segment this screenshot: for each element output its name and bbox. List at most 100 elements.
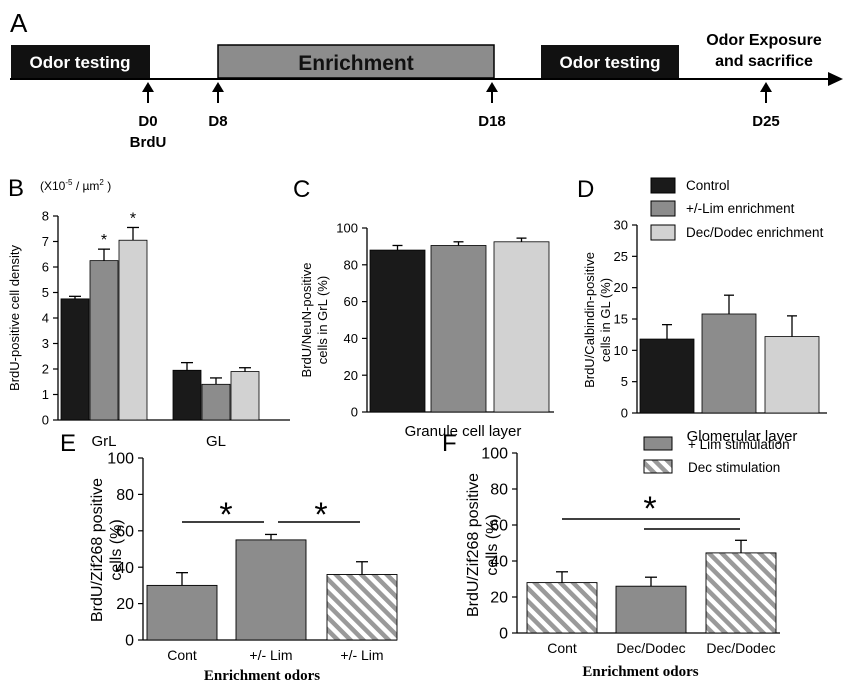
legend-swatch-lim-stim — [643, 436, 673, 451]
y-tick-label: 40 — [344, 331, 358, 346]
legend-swatch-lim — [650, 200, 676, 217]
significance-star: * — [101, 232, 107, 249]
chart-b-unit-exp: -5 — [65, 178, 73, 187]
y-tick-label: 4 — [42, 311, 49, 326]
y-tick-label: 25 — [614, 249, 628, 264]
chart-e-x-label: Enrichment odors — [204, 668, 320, 684]
legend-label: + Lim stimulation — [688, 437, 790, 452]
y-tick-label: 40 — [490, 554, 508, 571]
chart-e-y-label-line1: BrdU/Zif268 positive — [89, 478, 106, 622]
legend-label: Dec stimulation — [688, 460, 780, 475]
timeline-marker-day: D0 — [138, 113, 157, 130]
significance-star: * — [219, 496, 232, 534]
y-tick-label: 60 — [344, 294, 358, 309]
y-tick-label: 7 — [42, 234, 49, 249]
bar — [615, 585, 687, 634]
chart-d-y-label-line1: BrdU/Calbindin-positive — [582, 252, 597, 388]
y-tick-label: 0 — [125, 633, 134, 650]
panel-label-d: D — [577, 176, 594, 203]
y-tick-label: 1 — [42, 387, 49, 402]
y-tick-label: 8 — [42, 209, 49, 224]
bar — [201, 383, 231, 421]
chart-f-y-label-line1: BrdU/Zif268 positive — [465, 473, 482, 617]
timeline-final-label-line2: and sacrifice — [715, 53, 813, 70]
x-category-label: GL — [206, 433, 226, 450]
bar — [89, 260, 119, 421]
y-tick-label: 3 — [42, 336, 49, 351]
y-tick-label: 80 — [116, 487, 134, 504]
y-tick-label: 100 — [481, 446, 508, 463]
legend-swatch-dec-stim — [643, 459, 673, 474]
timeline-marker-day: D25 — [752, 113, 780, 130]
timeline-marker-extra: BrdU — [130, 134, 167, 151]
bar — [639, 338, 695, 414]
significance-star: * — [314, 496, 327, 534]
bar — [701, 313, 757, 414]
bar — [235, 539, 307, 641]
bar — [118, 239, 148, 421]
y-tick-label: 10 — [614, 343, 628, 358]
bar — [60, 298, 90, 421]
significance-star: * — [643, 490, 656, 528]
chart-b-unit-label: (X10-5 / µm2 ) — [40, 178, 111, 193]
panel-label-c: C — [293, 176, 310, 203]
timeline-marker-d18: D18 — [478, 82, 506, 130]
chart-c-y-label-line2: cells in GrL (%) — [315, 276, 330, 364]
y-tick-label: 0 — [499, 626, 508, 643]
timeline-marker-d25: D25 — [752, 82, 780, 130]
chart-b-unit-mid: / µm — [72, 179, 99, 193]
x-category-label: Dec/Dodec — [616, 640, 685, 656]
y-tick-label: 15 — [614, 312, 628, 327]
legend-label: Dec/Dodec enrichment — [686, 225, 824, 240]
y-tick-label: 5 — [42, 285, 49, 300]
bar — [326, 574, 398, 641]
bar — [493, 241, 550, 413]
legend-f: + Lim stimulation Dec stimulation — [643, 436, 790, 475]
bar — [172, 369, 202, 421]
panel-label-f: F — [442, 430, 457, 457]
timeline-block-odor-testing-1: Odor testing — [11, 45, 150, 78]
chart-d-y-label-line2: cells in GL (%) — [598, 278, 613, 362]
y-tick-label: 20 — [490, 590, 508, 607]
timeline-marker-day: D8 — [208, 113, 227, 130]
bar — [705, 552, 777, 634]
x-category-label: Cont — [547, 640, 577, 656]
x-category-label: +/- Lim — [340, 647, 383, 663]
chart-c-x-label: Granule cell layer — [405, 423, 522, 440]
panel-label-a: A — [10, 8, 28, 38]
y-tick-label: 40 — [116, 560, 134, 577]
y-tick-label: 5 — [621, 374, 628, 389]
chart-f-y-label-line2: cells (%) — [484, 514, 501, 575]
chart-e-y-label-line2: cells (%) — [108, 519, 125, 580]
timeline-marker-d8: D8 — [208, 82, 228, 130]
y-tick-label: 100 — [107, 451, 134, 468]
y-tick-label: 60 — [490, 518, 508, 535]
y-tick-label: 0 — [351, 405, 358, 420]
x-category-label: Cont — [167, 647, 197, 663]
timeline-block-odor-testing-2: Odor testing — [541, 45, 679, 78]
timeline-marker-d0: D0 BrdU — [130, 82, 167, 151]
x-category-label: Dec/Dodec — [706, 640, 775, 656]
bar — [430, 245, 487, 413]
legend-label: Control — [686, 178, 730, 193]
timeline-panel: A Odor testing Enrichment Odor testing O… — [10, 8, 843, 151]
y-tick-label: 60 — [116, 523, 134, 540]
y-tick-label: 20 — [614, 280, 628, 295]
chart-d-x-label: Glomerular layer — [687, 428, 798, 445]
y-tick-label: 100 — [336, 221, 358, 236]
y-tick-label: 30 — [614, 218, 628, 233]
timeline-block-label: Odor testing — [559, 53, 660, 72]
legend-swatch-control — [650, 177, 676, 194]
legend-label: +/-Lim enrichment — [686, 201, 795, 216]
chart-c-y-label-line1: BrdU/NeuN-positive — [299, 263, 314, 378]
y-tick-label: 80 — [490, 482, 508, 499]
y-tick-label: 0 — [621, 406, 628, 421]
bar — [230, 371, 260, 421]
y-tick-label: 20 — [344, 368, 358, 383]
y-tick-label: 2 — [42, 362, 49, 377]
legend-swatch-dec — [650, 224, 676, 241]
y-tick-label: 20 — [116, 596, 134, 613]
significance-star: * — [130, 210, 136, 227]
charts-layer: 0 1 2 3 4 5 6 7 8 * * GrL GL BrdU-positive cell densi… — [7, 209, 827, 684]
